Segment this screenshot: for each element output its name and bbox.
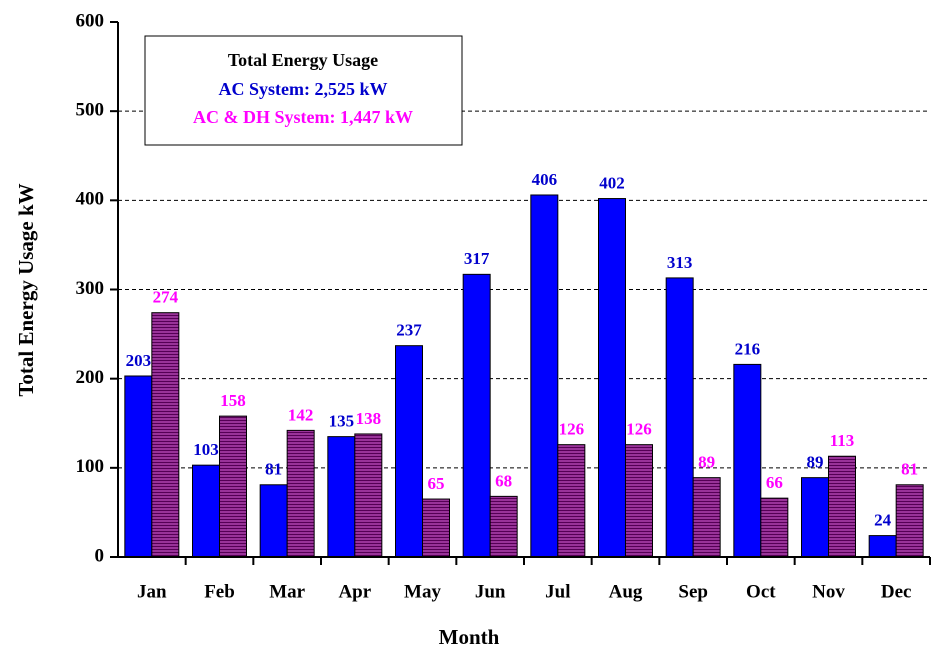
bar bbox=[895, 484, 924, 558]
value-label: 317 bbox=[464, 249, 490, 268]
value-label: 81 bbox=[901, 460, 918, 479]
x-tick-label: Jun bbox=[475, 581, 506, 602]
legend-entry: AC System: 2,525 kW bbox=[219, 79, 388, 99]
bar bbox=[530, 194, 559, 558]
x-tick-label: Sep bbox=[678, 581, 708, 602]
bar bbox=[462, 273, 491, 558]
bar bbox=[422, 498, 450, 558]
x-tick-label: Oct bbox=[746, 581, 776, 602]
value-label: 237 bbox=[396, 321, 422, 340]
bar bbox=[259, 484, 288, 558]
bar bbox=[489, 495, 518, 558]
value-label: 103 bbox=[193, 440, 219, 459]
y-tick-label: 600 bbox=[76, 10, 105, 31]
bar bbox=[219, 415, 247, 558]
value-label: 402 bbox=[599, 173, 625, 192]
bar bbox=[327, 436, 356, 558]
x-tick-label: Feb bbox=[204, 581, 235, 602]
value-label: 113 bbox=[830, 431, 855, 450]
bar bbox=[286, 429, 315, 558]
bar bbox=[625, 444, 653, 558]
value-label: 216 bbox=[735, 339, 761, 358]
value-label: 66 bbox=[766, 473, 783, 492]
x-tick-label: Dec bbox=[881, 581, 912, 602]
value-label: 142 bbox=[288, 405, 314, 424]
value-label: 135 bbox=[329, 412, 355, 431]
bar bbox=[801, 477, 829, 558]
x-tick-label: May bbox=[404, 581, 441, 602]
x-tick-label: Nov bbox=[812, 581, 845, 602]
bar bbox=[665, 277, 694, 558]
bar bbox=[733, 363, 762, 558]
bar bbox=[192, 464, 220, 558]
value-label: 65 bbox=[428, 474, 445, 493]
x-axis-label: Month bbox=[439, 625, 500, 649]
y-tick-label: 500 bbox=[76, 100, 105, 121]
legend-entry: AC & DH System: 1,447 kW bbox=[193, 107, 413, 127]
value-label: 274 bbox=[153, 288, 179, 307]
y-tick-label: 200 bbox=[76, 367, 105, 388]
value-label: 313 bbox=[667, 253, 693, 272]
bar bbox=[868, 535, 897, 558]
value-label: 24 bbox=[874, 511, 892, 530]
x-tick-label: Apr bbox=[338, 581, 371, 602]
x-tick-label: Jul bbox=[545, 581, 570, 602]
y-axis-label: Total Energy Usage kW bbox=[14, 183, 38, 396]
value-label: 89 bbox=[698, 453, 715, 472]
value-label: 68 bbox=[495, 471, 512, 490]
bar bbox=[760, 497, 789, 558]
value-label: 89 bbox=[807, 453, 824, 472]
value-label: 126 bbox=[626, 420, 652, 439]
legend-title: Total Energy Usage bbox=[228, 50, 378, 70]
x-tick-label: Jan bbox=[137, 581, 167, 602]
value-label: 203 bbox=[126, 351, 152, 370]
legend-box bbox=[144, 35, 463, 146]
y-tick-label: 400 bbox=[76, 189, 105, 210]
x-tick-label: Mar bbox=[269, 581, 305, 602]
value-label: 406 bbox=[532, 170, 558, 189]
bar bbox=[598, 198, 626, 558]
bar bbox=[151, 312, 180, 558]
bar bbox=[124, 375, 153, 558]
y-tick-label: 0 bbox=[95, 545, 105, 566]
value-label: 138 bbox=[356, 409, 382, 428]
bar bbox=[354, 433, 383, 558]
value-label: 126 bbox=[559, 420, 585, 439]
bar bbox=[692, 477, 721, 558]
bar bbox=[557, 444, 586, 558]
bar bbox=[395, 345, 423, 558]
bar bbox=[828, 455, 856, 558]
value-label: 81 bbox=[265, 460, 282, 479]
y-tick-label: 100 bbox=[76, 456, 105, 477]
y-tick-label: 300 bbox=[76, 278, 105, 299]
x-tick-label: Aug bbox=[609, 581, 643, 602]
value-label: 158 bbox=[220, 391, 246, 410]
